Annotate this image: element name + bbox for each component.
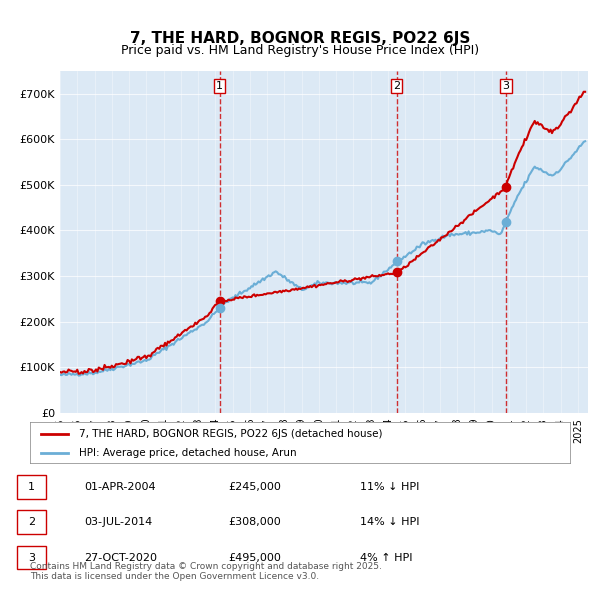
Text: 03-JUL-2014: 03-JUL-2014: [84, 517, 152, 527]
Text: 7, THE HARD, BOGNOR REGIS, PO22 6JS (detached house): 7, THE HARD, BOGNOR REGIS, PO22 6JS (det…: [79, 430, 382, 439]
Text: 11% ↓ HPI: 11% ↓ HPI: [360, 482, 419, 491]
Text: Price paid vs. HM Land Registry's House Price Index (HPI): Price paid vs. HM Land Registry's House …: [121, 44, 479, 57]
Text: 2: 2: [28, 517, 35, 527]
Text: 27-OCT-2020: 27-OCT-2020: [84, 553, 157, 562]
Text: 3: 3: [28, 553, 35, 562]
Text: £245,000: £245,000: [228, 482, 281, 491]
Text: 01-APR-2004: 01-APR-2004: [84, 482, 155, 491]
Text: £308,000: £308,000: [228, 517, 281, 527]
Text: £495,000: £495,000: [228, 553, 281, 562]
Text: Contains HM Land Registry data © Crown copyright and database right 2025.
This d: Contains HM Land Registry data © Crown c…: [30, 562, 382, 581]
Text: 14% ↓ HPI: 14% ↓ HPI: [360, 517, 419, 527]
Text: 7, THE HARD, BOGNOR REGIS, PO22 6JS: 7, THE HARD, BOGNOR REGIS, PO22 6JS: [130, 31, 470, 46]
Text: 3: 3: [502, 81, 509, 91]
Text: 1: 1: [216, 81, 223, 91]
Text: 1: 1: [28, 482, 35, 491]
Text: HPI: Average price, detached house, Arun: HPI: Average price, detached house, Arun: [79, 448, 296, 458]
Text: 4% ↑ HPI: 4% ↑ HPI: [360, 553, 413, 562]
Text: 2: 2: [393, 81, 400, 91]
